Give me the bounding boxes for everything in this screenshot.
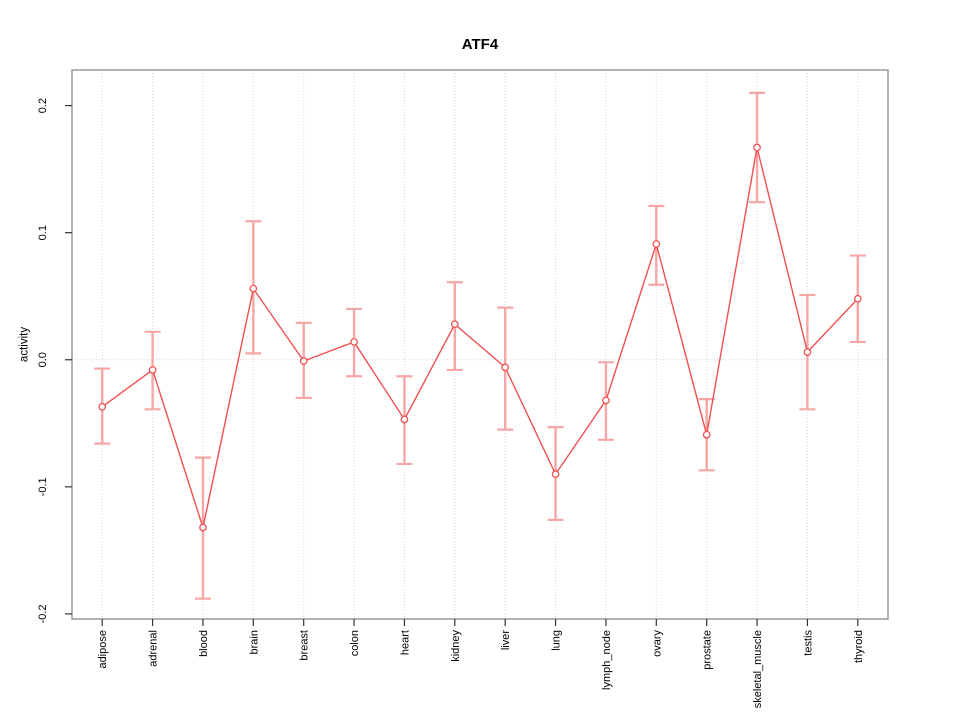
x-tick-label: lymph_node bbox=[601, 630, 613, 690]
data-point bbox=[753, 143, 761, 152]
data-point bbox=[450, 320, 459, 329]
x-tick-label: colon bbox=[349, 630, 361, 656]
data-point bbox=[98, 402, 107, 411]
x-tick-label: thyroid bbox=[853, 630, 865, 663]
data-point bbox=[249, 284, 258, 293]
data-point bbox=[602, 396, 610, 405]
x-tick-label: prostate bbox=[702, 630, 714, 670]
y-tick-label: -0.2 bbox=[37, 604, 49, 623]
data-point bbox=[501, 363, 510, 372]
data-point bbox=[803, 348, 812, 356]
x-tick-label: lung bbox=[551, 630, 563, 651]
y-tick-label: 0.0 bbox=[37, 352, 49, 367]
x-tick-label: ovary bbox=[651, 630, 663, 657]
x-tick-label: kidney bbox=[450, 630, 462, 662]
data-point bbox=[350, 338, 358, 346]
y-tick-label: 0.2 bbox=[37, 98, 49, 113]
x-tick-label: skeletal_muscle bbox=[752, 630, 764, 708]
x-tick-label: adipose bbox=[97, 630, 109, 669]
data-point bbox=[702, 430, 711, 439]
plot-box bbox=[71, 69, 889, 620]
x-tick-label: brain bbox=[248, 630, 260, 654]
data-point bbox=[853, 294, 862, 303]
chart-title: ATF4 bbox=[461, 36, 499, 53]
x-tick-label: adrenal bbox=[148, 630, 160, 667]
data-point bbox=[148, 366, 157, 374]
data-point bbox=[400, 415, 409, 424]
x-tick-label: testis bbox=[802, 630, 814, 656]
x-tick-label: blood bbox=[198, 630, 210, 657]
y-tick-label: 0.1 bbox=[37, 225, 49, 240]
data-point bbox=[299, 357, 308, 365]
x-tick-label: heart bbox=[399, 630, 411, 655]
y-tick-label: -0.1 bbox=[37, 477, 49, 496]
x-tick-label: breast bbox=[299, 630, 311, 661]
data-point bbox=[652, 240, 661, 248]
x-tick-label: liver bbox=[500, 630, 512, 651]
series-line bbox=[101, 147, 859, 531]
data-point bbox=[551, 470, 560, 478]
data-point bbox=[199, 523, 207, 532]
